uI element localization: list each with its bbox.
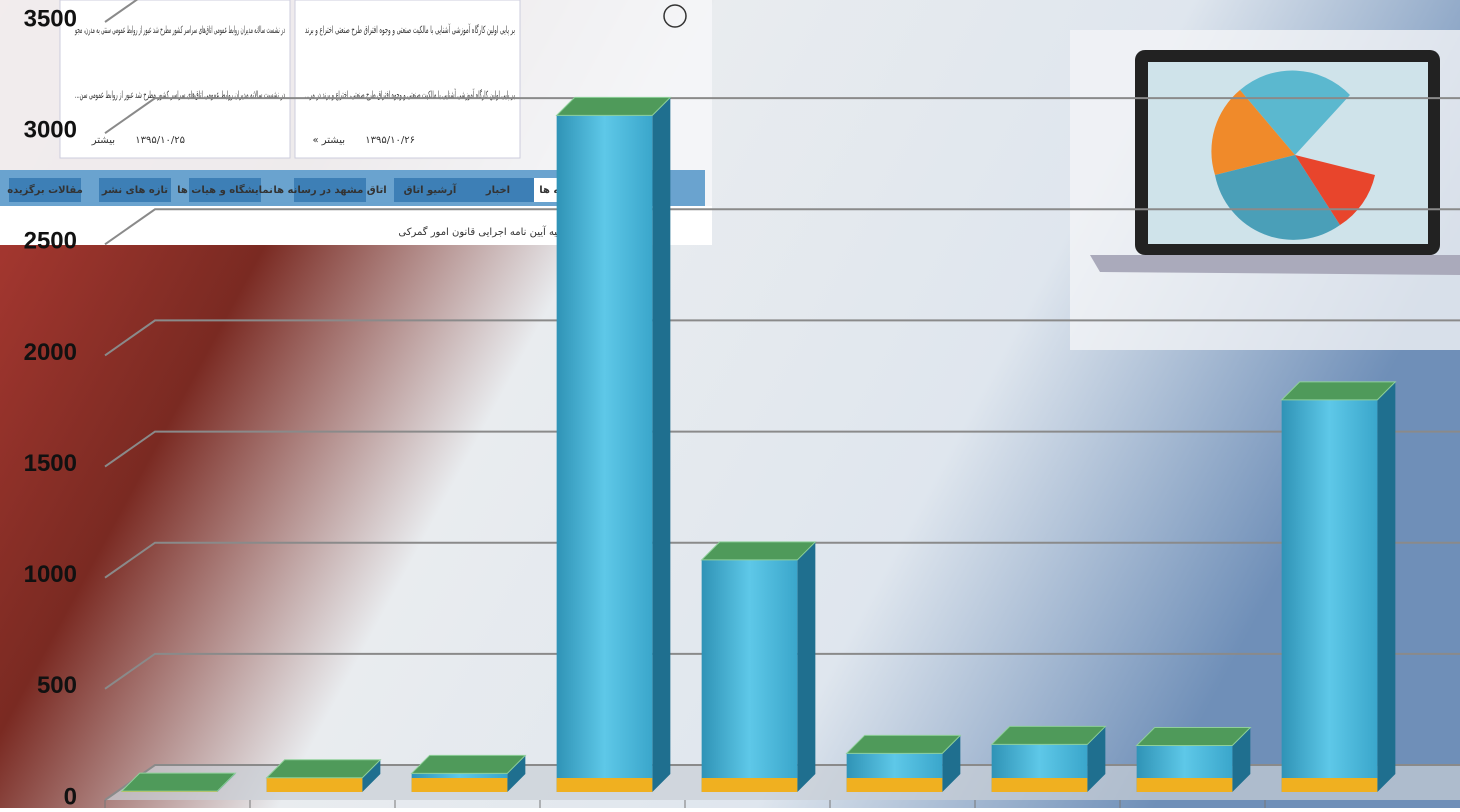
bar-base	[1282, 778, 1378, 792]
y-tick-label: 3500	[24, 5, 77, 32]
chart: اطلاعیه هااخبارآرشیو اتاقاتاق مشهد در رس…	[0, 0, 1460, 808]
tab-label: مقالات برگزیده	[7, 183, 83, 196]
bar	[557, 97, 671, 792]
y-tick-label: 3000	[24, 116, 77, 143]
bar	[122, 773, 236, 792]
y-tick-label: 0	[64, 783, 77, 808]
tab-label: تازه های نشر	[101, 185, 168, 196]
y-tick-label: 500	[37, 672, 77, 699]
bar-base	[992, 778, 1088, 792]
bar	[267, 760, 381, 792]
card-title: در نشست سالانه مدیران روابط عمومی اتاق‌ه…	[75, 25, 285, 36]
bar	[1137, 728, 1251, 792]
laptop-image	[1070, 30, 1460, 350]
card-more: بیشتر »	[312, 135, 345, 146]
tab-label: نمایشگاه و هیات ها	[177, 183, 273, 196]
card-more: بیشتر	[91, 135, 115, 146]
card-date: ۱۳۹۵/۱۰/۲۵	[135, 135, 185, 146]
bar-side	[652, 97, 670, 792]
card-date: ۱۳۹۵/۱۰/۲۶	[365, 135, 415, 146]
bar	[847, 735, 961, 792]
bar	[992, 726, 1106, 792]
bar-top	[267, 760, 381, 778]
bar-top	[122, 773, 236, 791]
y-tick-label: 1000	[24, 561, 77, 588]
y-tick-label: 1500	[24, 450, 77, 477]
bar-base	[267, 778, 363, 792]
tab-label: آرشیو اتاق	[404, 183, 457, 196]
tab-label: اتاق مشهد در رسانه ها	[273, 185, 386, 196]
bar-top	[1137, 728, 1251, 746]
bar-front	[557, 115, 653, 792]
bar-top	[702, 542, 816, 560]
bar-top	[992, 726, 1106, 744]
bar-base	[1137, 778, 1233, 792]
bar-side	[797, 542, 815, 792]
card-title: بر پایی اولین کارگاه آموزشی آشنایی با ما…	[305, 23, 515, 36]
notice: اطلاعیه آیین نامه اجرایی قانون امور گمرک…	[398, 225, 580, 238]
bar-top	[1282, 382, 1396, 400]
bar-front	[702, 560, 798, 792]
y-tick-label: 2000	[24, 339, 77, 366]
bar-side	[1377, 382, 1395, 792]
bar	[1282, 382, 1396, 792]
bar-top	[412, 755, 526, 773]
bar-base	[557, 778, 653, 792]
bar-base	[847, 778, 943, 792]
tab-label: اخبار	[485, 185, 510, 196]
bar-front	[1282, 400, 1378, 792]
bar	[702, 542, 816, 792]
bar-top	[557, 97, 671, 115]
card-body: در نشست سالانه مدیران روابط عمومی اتاق‌ه…	[75, 90, 285, 101]
bar	[412, 755, 526, 792]
bar-top	[847, 735, 961, 753]
bar-base	[412, 778, 508, 792]
bar-base	[702, 778, 798, 792]
y-tick-label: 2500	[24, 228, 77, 255]
